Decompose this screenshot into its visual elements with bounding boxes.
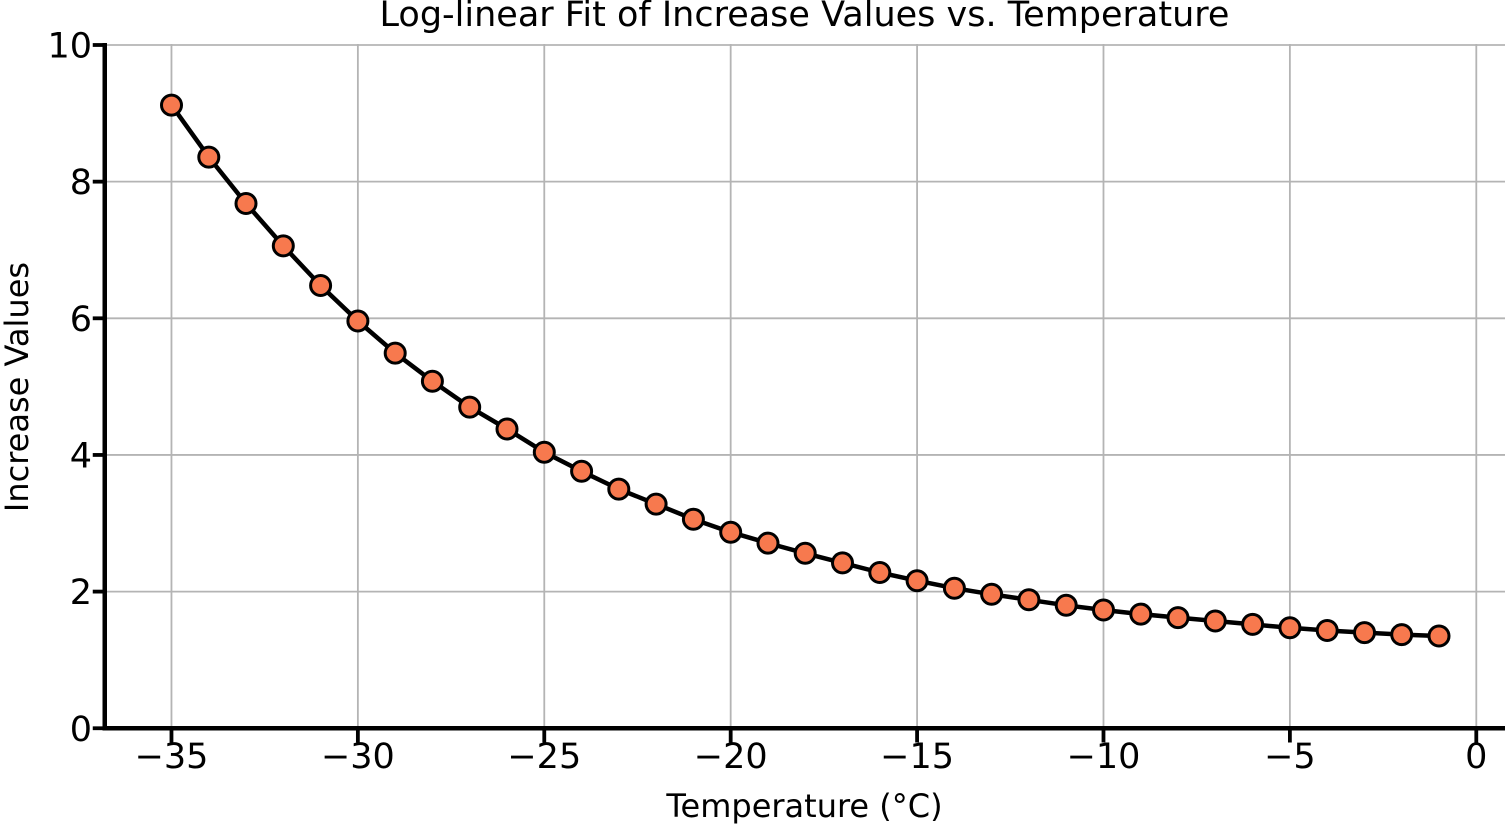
data-point-marker (831, 551, 854, 575)
data-point-marker (420, 369, 444, 393)
x-tick-label: −10 (1067, 737, 1141, 777)
y-tick-label: 6 (70, 300, 92, 340)
x-tick-label: −20 (694, 737, 768, 777)
data-point-marker (234, 192, 258, 215)
data-point-marker (1203, 609, 1227, 633)
data-point-marker (383, 341, 407, 365)
data-point-marker (570, 459, 594, 483)
x-tick-label: −15 (880, 737, 954, 777)
data-point-marker (458, 395, 482, 419)
data-point-marker (197, 145, 221, 169)
data-point-marker (1390, 623, 1414, 647)
data-point-marker (681, 507, 705, 531)
data-point-marker (756, 531, 780, 555)
data-point-marker (495, 417, 519, 441)
data-point-marker (942, 576, 966, 600)
data-point-marker (346, 309, 370, 333)
y-tick-label: 0 (70, 710, 92, 750)
x-tick-label: −30 (321, 737, 395, 777)
data-point-marker (1054, 593, 1078, 617)
data-point-marker (1092, 598, 1115, 622)
y-axis-label: Increase Values (0, 261, 36, 513)
data-point-marker (644, 492, 668, 516)
x-axis-label: Temperature (°C) (666, 787, 943, 825)
data-point-marker (1129, 602, 1153, 626)
x-tick-label: −5 (1264, 737, 1316, 777)
y-tick-label: 4 (70, 436, 92, 476)
data-point-marker (793, 541, 817, 565)
y-tick-label: 8 (70, 163, 92, 203)
data-point-marker (160, 93, 183, 117)
data-point-marker (607, 477, 631, 501)
x-tick-label: 0 (1465, 737, 1487, 777)
data-point-marker (1278, 616, 1302, 640)
data-point-marker (905, 569, 929, 593)
data-point-marker (1166, 606, 1190, 630)
chart-title: Log-linear Fit of Increase Values vs. Te… (379, 0, 1230, 35)
x-tick-label: −35 (135, 737, 209, 777)
data-point-marker (1017, 588, 1041, 612)
data-point-marker (309, 274, 333, 297)
data-point-marker (1315, 619, 1339, 642)
data-point-marker (719, 520, 743, 544)
data-point-marker (1353, 621, 1376, 645)
data-point-marker (1427, 624, 1451, 648)
data-point-marker (868, 561, 892, 584)
x-tick-label: −25 (507, 737, 581, 777)
data-point-marker (1241, 612, 1265, 636)
data-point-marker (532, 440, 556, 464)
y-tick-label: 2 (70, 573, 92, 613)
data-point-marker (980, 582, 1004, 606)
data-point-marker (271, 234, 295, 258)
y-tick-label: 10 (47, 27, 92, 67)
